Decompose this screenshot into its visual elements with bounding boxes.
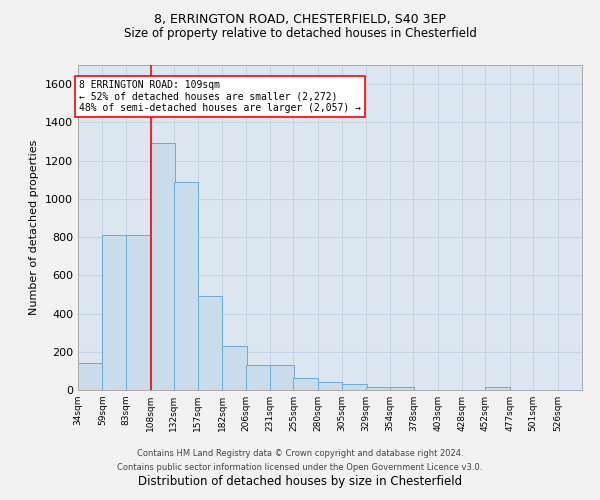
Bar [270,365,295,390]
Text: 8, ERRINGTON ROAD, CHESTERFIELD, S40 3EP: 8, ERRINGTON ROAD, CHESTERFIELD, S40 3EP [154,12,446,26]
Y-axis label: Number of detached properties: Number of detached properties [29,140,40,315]
Bar [365,387,390,390]
Bar [222,346,247,390]
Bar [390,387,415,390]
Bar [318,382,342,390]
Text: Contains HM Land Registry data © Crown copyright and database right 2024.: Contains HM Land Registry data © Crown c… [137,448,463,458]
Bar [126,235,150,390]
Bar [245,365,270,390]
Bar [78,363,103,390]
Bar [173,182,198,390]
Text: 8 ERRINGTON ROAD: 109sqm
← 52% of detached houses are smaller (2,272)
48% of sem: 8 ERRINGTON ROAD: 109sqm ← 52% of detach… [79,80,361,114]
Bar [103,235,127,390]
Bar [198,296,222,390]
Bar [150,144,175,390]
Text: Distribution of detached houses by size in Chesterfield: Distribution of detached houses by size … [138,474,462,488]
Bar [485,387,510,390]
Text: Size of property relative to detached houses in Chesterfield: Size of property relative to detached ho… [124,28,476,40]
Bar [293,378,318,390]
Bar [342,384,367,390]
Text: Contains public sector information licensed under the Open Government Licence v3: Contains public sector information licen… [118,464,482,472]
